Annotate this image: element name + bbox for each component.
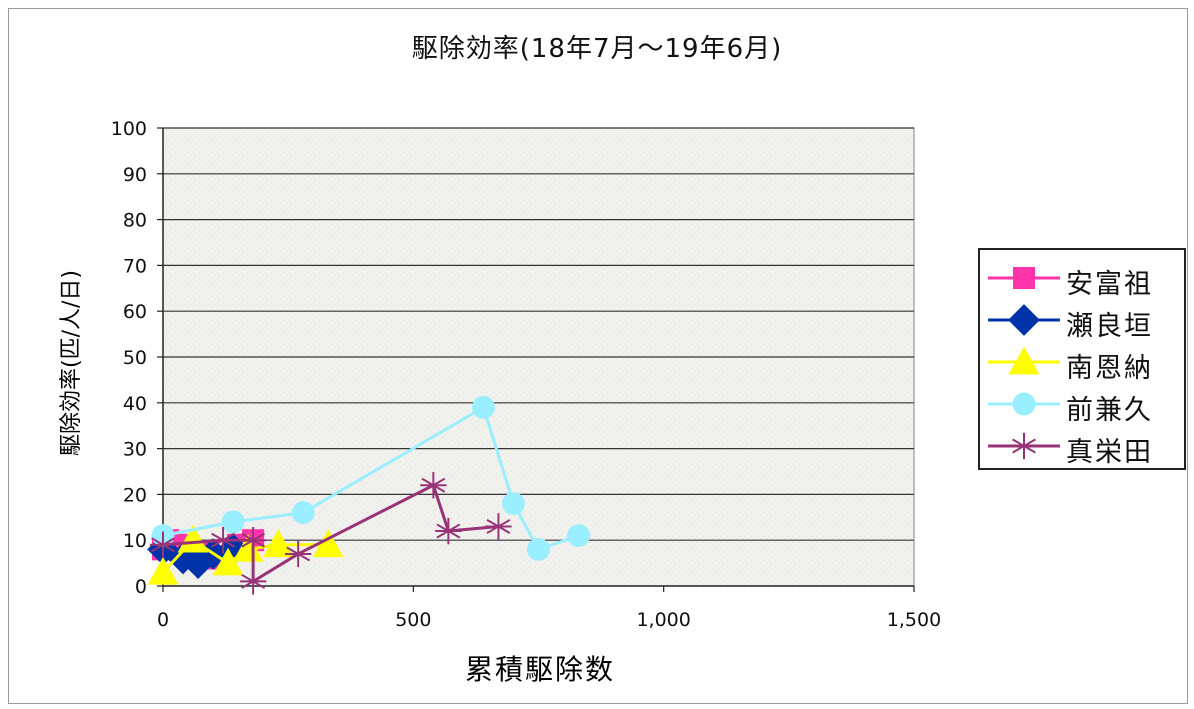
y-tick-label: 50 <box>123 347 147 369</box>
data-point <box>471 395 495 419</box>
y-tick-label: 100 <box>111 118 147 140</box>
series-4 <box>151 395 590 561</box>
legend-marker <box>1008 346 1040 375</box>
data-point <box>221 510 245 534</box>
legend-label: 瀬良垣 <box>1066 311 1153 342</box>
legend-item: 安富祖 <box>980 258 1180 300</box>
data-point <box>485 513 512 540</box>
y-tick-label: 20 <box>123 484 147 506</box>
legend-label: 安富祖 <box>1066 269 1153 300</box>
data-point <box>232 533 264 562</box>
data-point <box>177 524 209 553</box>
legend-swatch <box>988 304 1060 336</box>
legend-item: 真栄田 <box>980 426 1180 468</box>
legend-marker <box>1008 304 1040 336</box>
data-point <box>209 527 237 554</box>
x-axis-label: 累積駆除数 <box>465 653 615 686</box>
legend-swatch <box>988 432 1060 460</box>
y-tick-label: 80 <box>123 210 147 232</box>
data-point <box>312 529 344 558</box>
data-point <box>291 501 315 525</box>
y-tick-label: 90 <box>123 164 147 186</box>
legend-label: 真栄田 <box>1066 437 1153 468</box>
data-point <box>420 472 447 499</box>
legend-marker <box>1010 432 1038 460</box>
legend-marker <box>1013 267 1035 289</box>
legend-item: 前兼久 <box>980 384 1180 426</box>
y-tick-label: 0 <box>135 576 147 598</box>
y-tick-label: 60 <box>123 301 147 323</box>
legend-label: 前兼久 <box>1066 395 1153 426</box>
y-tick-label: 70 <box>123 255 147 277</box>
data-point <box>527 537 550 561</box>
data-point <box>182 547 214 579</box>
legend-swatch <box>988 267 1060 289</box>
data-point <box>212 547 244 576</box>
y-tick-label: 30 <box>123 439 147 461</box>
legend: 安富祖瀬良垣南恩納前兼久真栄田 <box>978 248 1186 470</box>
x-tick-label: 1,500 <box>887 609 941 631</box>
data-point <box>435 517 462 545</box>
data-point <box>149 531 177 558</box>
series-5 <box>149 472 512 595</box>
x-tick-label: 0 <box>157 609 169 631</box>
legend-marker <box>1012 392 1036 416</box>
series-3 <box>147 524 344 585</box>
legend-label: 南恩納 <box>1066 353 1153 384</box>
y-tick-label: 40 <box>123 393 147 415</box>
legend-item: 瀬良垣 <box>980 300 1180 342</box>
x-tick-label: 500 <box>395 609 431 631</box>
legend-item: 南恩納 <box>980 342 1180 384</box>
y-tick-label: 10 <box>123 530 147 552</box>
chart-title: 駆除効率(18年7月～19年6月) <box>411 34 783 64</box>
data-point <box>239 568 267 595</box>
data-point <box>502 492 525 515</box>
legend-swatch <box>988 346 1060 375</box>
x-tick-label: 1,000 <box>636 609 690 631</box>
data-point <box>239 527 267 554</box>
y-axis-label: 駆除効率(匹/人/日) <box>59 270 84 456</box>
data-point <box>147 556 179 585</box>
data-point <box>284 540 312 568</box>
legend-swatch <box>988 392 1060 416</box>
data-point <box>567 524 590 548</box>
data-point <box>262 529 294 558</box>
